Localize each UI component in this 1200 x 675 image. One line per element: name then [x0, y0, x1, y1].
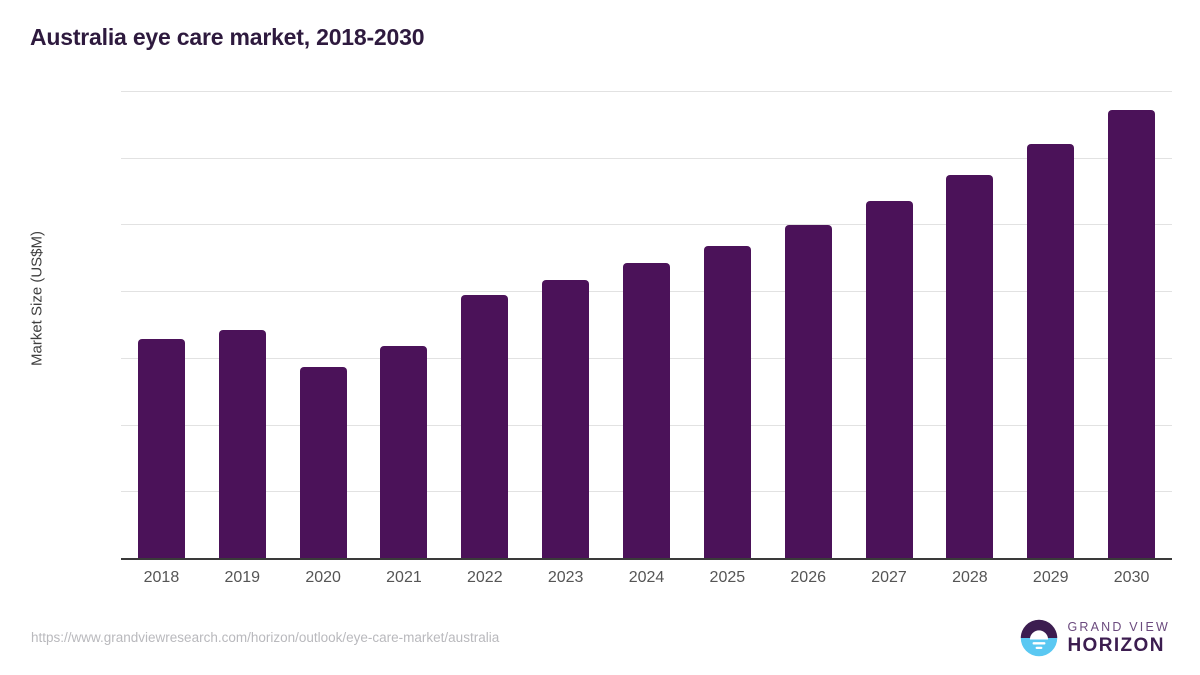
x-axis-tick-label-2023: 2023	[547, 569, 584, 586]
x-axis-tick-label-2019: 2019	[224, 569, 261, 586]
brand-wordmark: GRAND VIEW HORIZON	[1067, 621, 1170, 656]
source-url: https://www.grandviewresearch.com/horizo…	[31, 630, 500, 645]
page-title: Australia eye care market, 2018-2030	[30, 24, 425, 50]
y-axis-title: Market Size (US$M)	[28, 230, 46, 367]
brand-line-grand-view: GRAND VIEW	[1067, 619, 1170, 634]
x-axis-tick-label-2024: 2024	[628, 569, 665, 586]
bar-2019[interactable]	[218, 329, 266, 558]
x-axis-tick-label-2026: 2026	[790, 569, 826, 586]
x-axis-tick-label-2028: 2028	[952, 569, 988, 586]
plot-area: 02505007501000125015001750	[121, 91, 1172, 559]
x-axis-tick-label-2020: 2020	[305, 569, 341, 586]
bar-2023[interactable]	[542, 280, 590, 558]
bar-2022[interactable]	[461, 295, 509, 558]
bar-2029[interactable]	[1027, 144, 1075, 558]
x-axis-line	[121, 558, 1172, 560]
horizon-sun-circle-icon	[1020, 619, 1058, 657]
gridline	[121, 91, 1172, 92]
bar-2030[interactable]	[1108, 110, 1156, 558]
bar-2020[interactable]	[299, 367, 347, 558]
x-axis-tick-label-2027: 2027	[871, 569, 907, 586]
x-axis-tick-label-2025: 2025	[709, 569, 746, 586]
bar-2025[interactable]	[703, 245, 751, 558]
bar-2028[interactable]	[946, 174, 994, 558]
gridline	[121, 157, 1172, 159]
x-axis-tick-label-2021: 2021	[386, 569, 422, 586]
bar-2026[interactable]	[784, 224, 832, 558]
bar-2024[interactable]	[623, 263, 670, 558]
bar-2021[interactable]	[380, 346, 428, 558]
brand-logo: GRAND VIEW HORIZON	[1020, 619, 1170, 657]
x-axis-tick-label-2029: 2029	[1032, 569, 1069, 586]
x-axis-tick-label-2018: 2018	[143, 569, 180, 586]
brand-line-horizon: HORIZON	[1067, 635, 1165, 657]
gridline	[121, 224, 1172, 226]
x-axis-tick-label-2030: 2030	[1113, 569, 1150, 586]
x-axis-tick-label-2022: 2022	[467, 569, 503, 586]
bar-2018[interactable]	[137, 339, 185, 558]
bar-2027[interactable]	[865, 200, 913, 558]
